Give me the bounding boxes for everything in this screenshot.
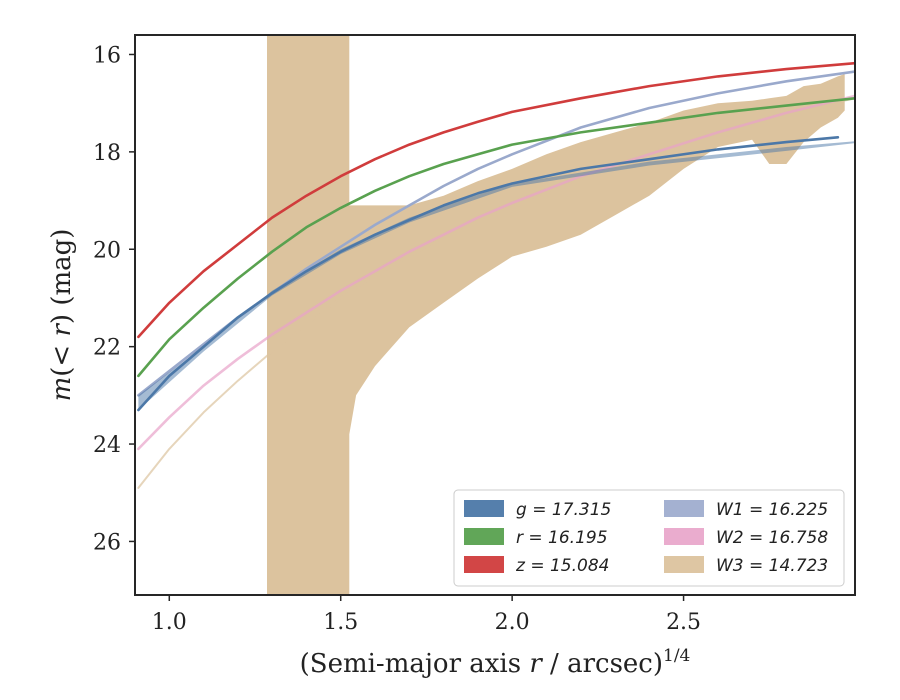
y-tick-label: 22 xyxy=(93,336,121,361)
axes: 1.0 1.5 2.0 2.5 16 18 20 22 24 26 (Semi-major axis… xyxy=(47,34,856,679)
legend-label-g: g = 17.315 xyxy=(516,500,611,520)
y-axis-label: m(< r) (mag) xyxy=(47,229,77,402)
legend-swatch-w3 xyxy=(664,556,704,573)
plot-frame xyxy=(134,34,856,596)
legend: g = 17.315 r = 16.195 z = 15.084 W1 = 16.22… xyxy=(453,489,845,587)
y-tick-label: 26 xyxy=(93,530,121,555)
series-line-r xyxy=(137,97,855,378)
legend-label-w1: W1 = 16.225 xyxy=(716,500,828,520)
legend-swatch-w2 xyxy=(664,528,704,545)
y-tick-label: 18 xyxy=(93,141,121,166)
band-w3 xyxy=(267,35,845,595)
y-tick-label: 24 xyxy=(93,433,121,458)
y-tick-label: 16 xyxy=(93,43,121,68)
y-tick-label: 20 xyxy=(93,238,121,263)
series-line-g xyxy=(137,136,840,412)
legend-label-r: r = 16.195 xyxy=(516,528,608,548)
plot-area xyxy=(137,35,855,595)
series-line-w2 xyxy=(137,94,855,451)
legend-swatch-w1 xyxy=(664,500,704,517)
legend-swatch-r xyxy=(464,528,504,545)
x-tick-label: 1.5 xyxy=(323,610,358,635)
legend-box xyxy=(453,489,845,587)
x-tick-label: 2.0 xyxy=(495,610,530,635)
legend-swatch-z xyxy=(464,556,504,573)
legend-label-w2: W2 = 16.758 xyxy=(716,528,828,548)
x-axis-label: (Semi-major axis r / arcsec)1/4 xyxy=(300,646,691,679)
legend-label-z: z = 15.084 xyxy=(515,556,609,576)
x-tick-label: 1.0 xyxy=(152,610,187,635)
legend-label-w3: W3 = 14.723 xyxy=(716,556,828,576)
x-tick-label: 2.5 xyxy=(666,610,701,635)
series-line-z xyxy=(137,61,855,339)
legend-swatch-g xyxy=(464,500,504,517)
series-line-w3 xyxy=(137,97,855,489)
